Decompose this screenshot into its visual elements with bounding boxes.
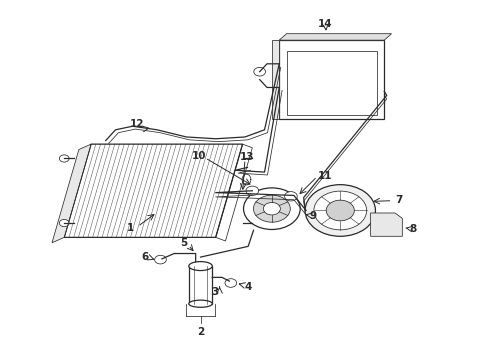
Text: 7: 7 [395, 195, 402, 205]
Polygon shape [279, 34, 392, 40]
Circle shape [253, 195, 290, 222]
Text: 10: 10 [191, 151, 206, 161]
Circle shape [305, 185, 375, 236]
Text: 2: 2 [197, 327, 204, 337]
Text: 11: 11 [318, 171, 333, 181]
Circle shape [314, 191, 367, 230]
Text: 5: 5 [180, 238, 187, 248]
Circle shape [263, 202, 280, 215]
Text: 12: 12 [130, 120, 145, 129]
Circle shape [59, 155, 69, 162]
Bar [279, 40, 384, 119]
Text: 9: 9 [310, 211, 317, 221]
Ellipse shape [189, 262, 212, 271]
Text: 4: 4 [244, 282, 251, 292]
Text: 14: 14 [318, 19, 333, 29]
Polygon shape [272, 40, 279, 119]
Circle shape [254, 67, 266, 76]
Text: 1: 1 [126, 224, 134, 233]
Polygon shape [370, 213, 402, 236]
Circle shape [244, 188, 300, 229]
Circle shape [285, 192, 297, 201]
Circle shape [225, 279, 237, 287]
Circle shape [246, 186, 259, 195]
Text: 8: 8 [410, 224, 417, 234]
Text: 13: 13 [240, 152, 255, 162]
Polygon shape [52, 144, 91, 243]
Circle shape [155, 255, 166, 264]
Ellipse shape [189, 300, 212, 307]
Bar [287, 51, 377, 116]
Bar [189, 266, 212, 304]
Text: 6: 6 [141, 252, 148, 262]
Text: 3: 3 [211, 287, 219, 297]
Circle shape [59, 220, 69, 226]
Circle shape [326, 200, 354, 221]
